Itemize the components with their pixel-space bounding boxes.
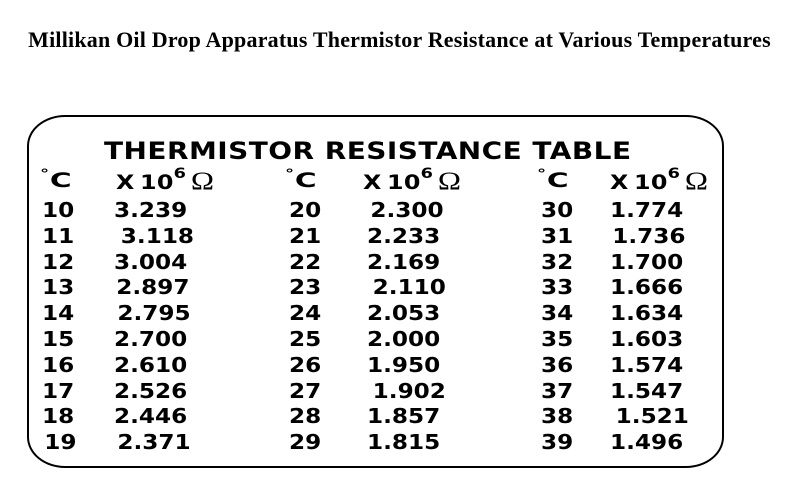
ohm-symbol: Ω (190, 166, 214, 195)
celsius-label: C (546, 169, 569, 192)
temperature-cell: 33 (540, 275, 574, 300)
resistance-cell: 1.700 (609, 249, 684, 274)
temperature-cell: 15 (42, 326, 75, 351)
temperature-cell: 20 (289, 198, 322, 222)
resistance-cell: 2.795 (117, 301, 191, 326)
resistance-cell: 1.950 (366, 352, 441, 377)
resistance-column-3: 1.774 1.736 1.700 1.666 1.634 1.603 1.57… (610, 198, 689, 456)
resistance-cell: 2.700 (113, 326, 188, 351)
temperature-cell: 36 (540, 352, 574, 377)
resistance-cell: 3.004 (113, 249, 188, 274)
temperature-column-3: 30 31 32 33 34 35 36 37 38 39 (541, 198, 573, 456)
temperature-cell: 11 (42, 223, 75, 248)
resistance-header-3: X 106 Ω (609, 165, 708, 195)
temperature-cell: 23 (289, 275, 322, 300)
temperature-column-1: 10 11 12 13 14 15 16 17 18 19 (42, 198, 77, 456)
celsius-label: C (294, 169, 317, 192)
temperature-cell: 22 (289, 249, 322, 274)
resistance-cell: 1.496 (609, 430, 684, 455)
resistance-cell: 2.053 (366, 301, 441, 326)
temperature-cell: 14 (42, 301, 75, 326)
resistance-cell: 2.233 (366, 223, 441, 248)
temperature-cell: 16 (42, 352, 75, 377)
temperature-cell: 25 (289, 326, 322, 351)
resistance-cell: 1.815 (366, 430, 441, 455)
resistance-cell: 1.521 (615, 404, 689, 429)
temperature-cell: 38 (540, 404, 574, 429)
resistance-cell: 2.000 (366, 326, 441, 351)
temperature-cell: 13 (42, 275, 75, 300)
resistance-column-1: 3.239 3.118 3.004 2.897 2.795 2.700 2.61… (114, 198, 194, 456)
temperature-cell: 18 (42, 404, 75, 429)
temperature-cell: 31 (540, 223, 574, 248)
resistance-cell: 1.574 (609, 352, 684, 377)
temperature-cell: 24 (289, 301, 322, 326)
table-heading: THERMISTOR RESISTANCE TABLE (104, 136, 632, 165)
resistance-header-2: X 106 Ω (362, 165, 461, 195)
resistance-cell: 1.603 (609, 326, 684, 351)
resistance-cell: 2.446 (113, 404, 188, 429)
temperature-cell: 17 (42, 378, 75, 403)
resistance-cell: 1.857 (366, 404, 441, 429)
resistance-cell: 2.169 (366, 249, 441, 274)
temperature-cell: 34 (540, 301, 574, 326)
temperature-header-2: °C (284, 167, 317, 194)
temperature-column-2: 20 21 22 23 24 25 26 27 28 29 (289, 198, 321, 456)
temperature-cell: 30 (540, 198, 574, 222)
temperature-cell: 28 (289, 404, 322, 429)
times-ten-label: X 10 (116, 171, 174, 194)
resistance-header-1: X 106 Ω (116, 165, 214, 195)
temperature-cell: 26 (289, 352, 322, 377)
temperature-cell: 32 (540, 249, 574, 274)
times-ten-label: X 10 (609, 171, 668, 194)
resistance-cell: 2.371 (117, 430, 191, 455)
temperature-cell: 19 (44, 430, 77, 455)
times-ten-label: X 10 (362, 171, 421, 194)
resistance-cell: 1.666 (609, 275, 684, 300)
exponent-label: 6 (173, 165, 186, 182)
celsius-label: C (49, 169, 72, 192)
temperature-cell: 29 (289, 430, 322, 455)
temperature-cell: 12 (42, 249, 75, 274)
thermistor-resistance-panel: THERMISTOR RESISTANCE TABLE °C °C °C X 1… (27, 115, 724, 468)
resistance-cell: 3.239 (113, 198, 188, 222)
resistance-column-2: 2.300 2.233 2.169 2.110 2.053 2.000 1.95… (367, 198, 446, 456)
resistance-cell: 2.610 (113, 352, 188, 377)
resistance-cell: 3.118 (120, 223, 194, 248)
temperature-header-1: °C (40, 167, 72, 194)
resistance-cell: 2.526 (113, 378, 188, 403)
temperature-header-3: °C (536, 167, 569, 194)
page-title: Millikan Oil Drop Apparatus Thermistor R… (28, 27, 771, 52)
ohm-symbol: Ω (437, 166, 461, 195)
resistance-cell: 1.634 (609, 301, 684, 326)
resistance-cell: 1.774 (609, 198, 684, 222)
resistance-cell: 1.902 (372, 378, 446, 403)
temperature-cell: 37 (540, 378, 574, 403)
temperature-cell: 10 (42, 198, 75, 222)
resistance-cell: 1.736 (612, 223, 686, 248)
resistance-cell: 2.110 (372, 275, 446, 300)
resistance-cell: 2.300 (370, 198, 444, 222)
temperature-cell: 39 (540, 430, 574, 455)
degree-symbol: ° (536, 167, 546, 181)
degree-symbol: ° (40, 167, 50, 181)
degree-symbol: ° (284, 167, 294, 181)
resistance-cell: 1.547 (609, 378, 684, 403)
ohm-symbol: Ω (684, 166, 708, 195)
temperature-cell: 35 (540, 326, 574, 351)
resistance-cell: 2.897 (116, 275, 190, 300)
temperature-cell: 27 (289, 378, 322, 403)
exponent-label: 6 (667, 165, 680, 182)
exponent-label: 6 (420, 165, 433, 182)
temperature-cell: 21 (289, 223, 322, 248)
